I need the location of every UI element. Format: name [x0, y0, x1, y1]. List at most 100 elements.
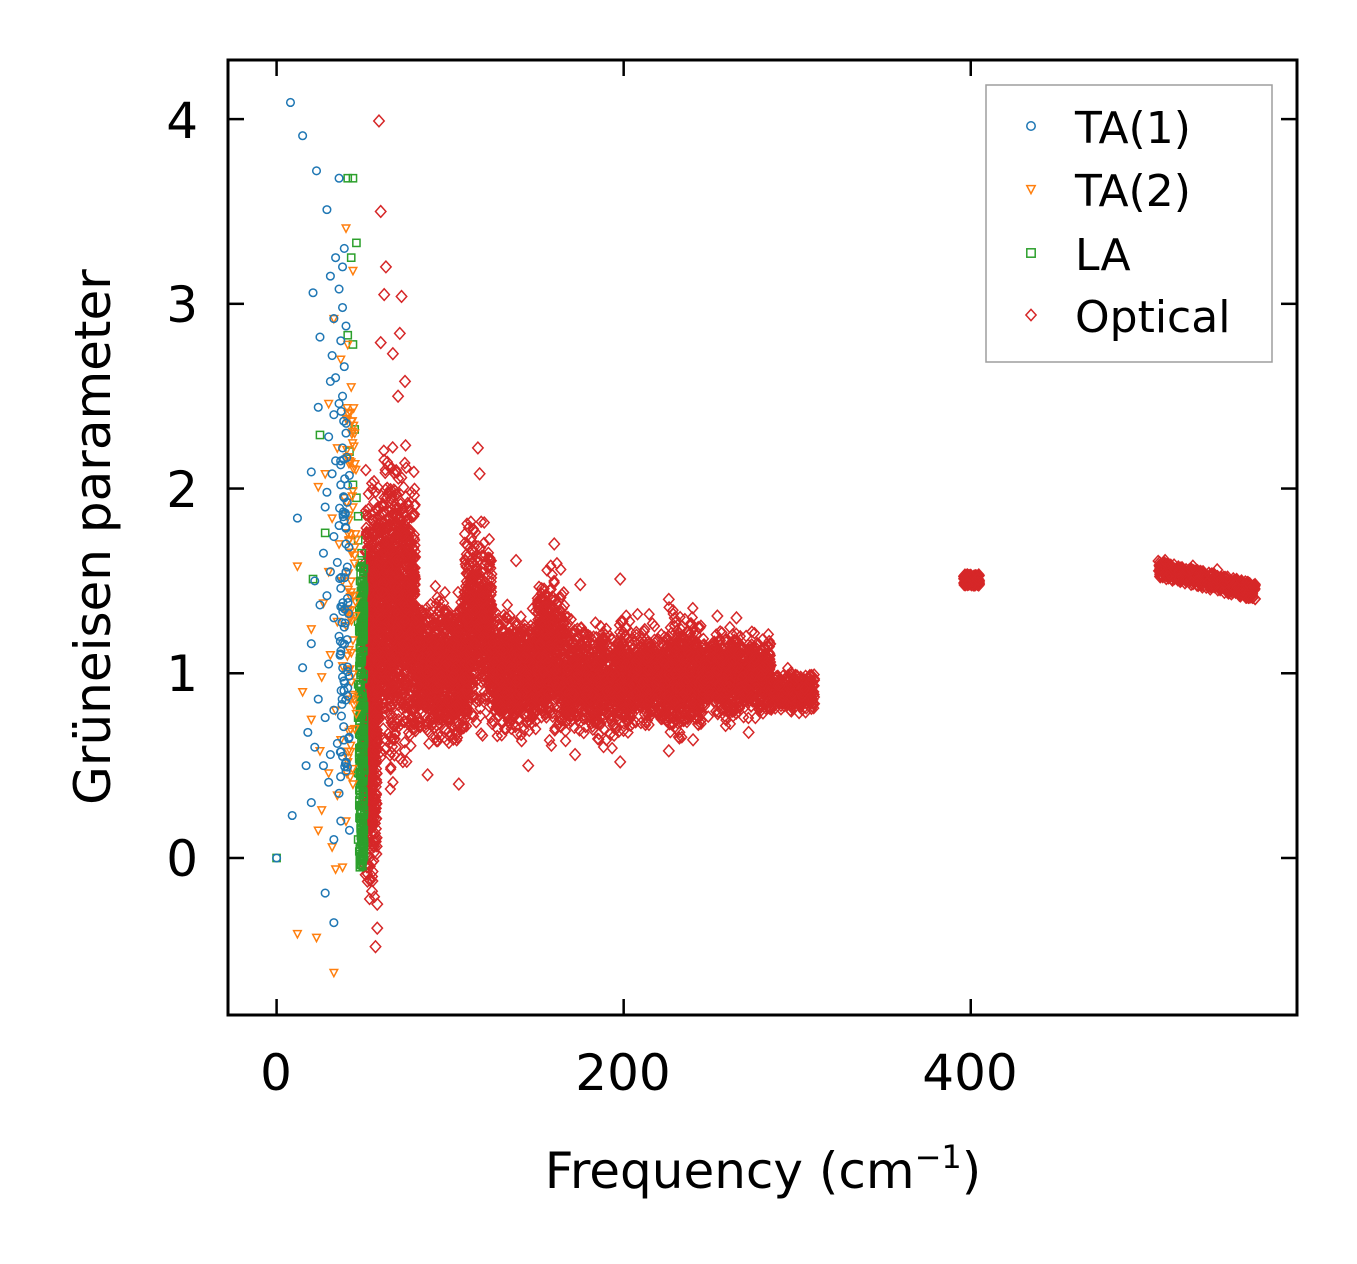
optical-point	[482, 561, 495, 575]
optical-point	[416, 651, 429, 665]
optical-point	[469, 637, 481, 651]
optical-point	[549, 721, 561, 735]
optical-point	[541, 563, 553, 577]
optical-point	[606, 741, 619, 755]
optical-point	[384, 782, 397, 796]
optical-point	[459, 683, 471, 697]
optical-point	[536, 651, 549, 665]
optical-point	[467, 664, 480, 678]
optical-point	[536, 705, 549, 719]
optical-point	[481, 556, 493, 570]
optical-point	[554, 562, 567, 576]
optical-point	[550, 649, 563, 663]
optical-point	[401, 576, 413, 590]
optical-point	[408, 465, 420, 479]
optical-point	[490, 614, 503, 628]
optical-point	[398, 735, 411, 749]
optical-point	[372, 713, 385, 727]
optical-point	[371, 586, 384, 600]
optical-point	[497, 643, 510, 657]
optical-point	[478, 611, 491, 625]
optical-point	[475, 515, 488, 529]
optical-point	[505, 700, 518, 714]
optical-point	[373, 625, 385, 639]
optical-point	[387, 666, 400, 680]
optical-point	[388, 748, 401, 762]
optical-point	[424, 664, 437, 678]
optical-point	[370, 773, 383, 787]
optical-point	[545, 661, 558, 676]
optical-point	[483, 532, 496, 546]
optical-point	[510, 670, 523, 684]
optical-point	[395, 552, 408, 566]
optical-point	[390, 740, 403, 754]
optical-point	[546, 620, 559, 634]
optical-point	[407, 509, 420, 523]
optical-point	[478, 599, 490, 613]
optical-point	[452, 625, 464, 639]
optical-point	[393, 626, 406, 640]
optical-point	[397, 755, 409, 769]
optical-point	[412, 661, 424, 675]
optical-point	[386, 631, 399, 645]
optical-point	[384, 760, 397, 774]
optical-point	[465, 654, 477, 668]
optical-point	[460, 707, 473, 721]
optical-point	[494, 675, 507, 689]
optical-point	[592, 732, 605, 746]
optical-point	[391, 581, 404, 595]
optical-point	[398, 456, 411, 470]
optical-point	[608, 729, 620, 743]
optical-point	[460, 588, 472, 602]
optical-point	[372, 480, 385, 495]
optical-point	[387, 680, 400, 694]
optical-point	[447, 668, 460, 682]
optical-point	[378, 701, 391, 715]
optical-point	[430, 650, 443, 664]
optical-point	[450, 698, 463, 713]
optical-point	[383, 700, 396, 714]
optical-point	[534, 637, 546, 651]
optical-point	[375, 659, 387, 673]
optical-point	[464, 590, 476, 604]
optical-point	[386, 502, 398, 516]
optical-point	[515, 734, 528, 748]
optical-point	[495, 652, 507, 666]
optical-point	[438, 686, 450, 700]
optical-point	[432, 646, 445, 660]
optical-point	[486, 631, 498, 646]
optical-point	[501, 598, 514, 612]
optical-point	[400, 624, 413, 638]
optical-point	[399, 614, 412, 628]
optical-point	[368, 805, 380, 819]
optical-point	[513, 637, 526, 652]
optical-point	[392, 607, 404, 621]
optical-point	[428, 636, 441, 650]
optical-point	[474, 709, 487, 723]
optical-point	[391, 553, 403, 567]
optical-point	[369, 816, 382, 830]
optical-point	[496, 703, 509, 717]
optical-point	[373, 525, 386, 539]
optical-point	[420, 698, 433, 712]
optical-point	[488, 654, 501, 668]
optical-point	[413, 680, 426, 694]
optical-point	[466, 603, 479, 617]
optical-point	[394, 570, 407, 584]
optical-point	[364, 652, 377, 666]
optical-point	[437, 709, 450, 723]
optical-point	[394, 752, 407, 766]
optical-point	[479, 689, 492, 703]
optical-point	[558, 625, 571, 639]
optical-point	[384, 482, 397, 496]
optical-point	[393, 542, 406, 556]
optical-point	[486, 642, 498, 656]
optical-point	[532, 690, 544, 704]
optical-point	[362, 502, 375, 516]
optical-point	[381, 643, 393, 657]
optical-point	[385, 635, 397, 649]
optical-point	[481, 600, 494, 614]
optical-point	[501, 611, 513, 625]
optical-point	[507, 622, 520, 636]
optical-point	[545, 739, 558, 753]
